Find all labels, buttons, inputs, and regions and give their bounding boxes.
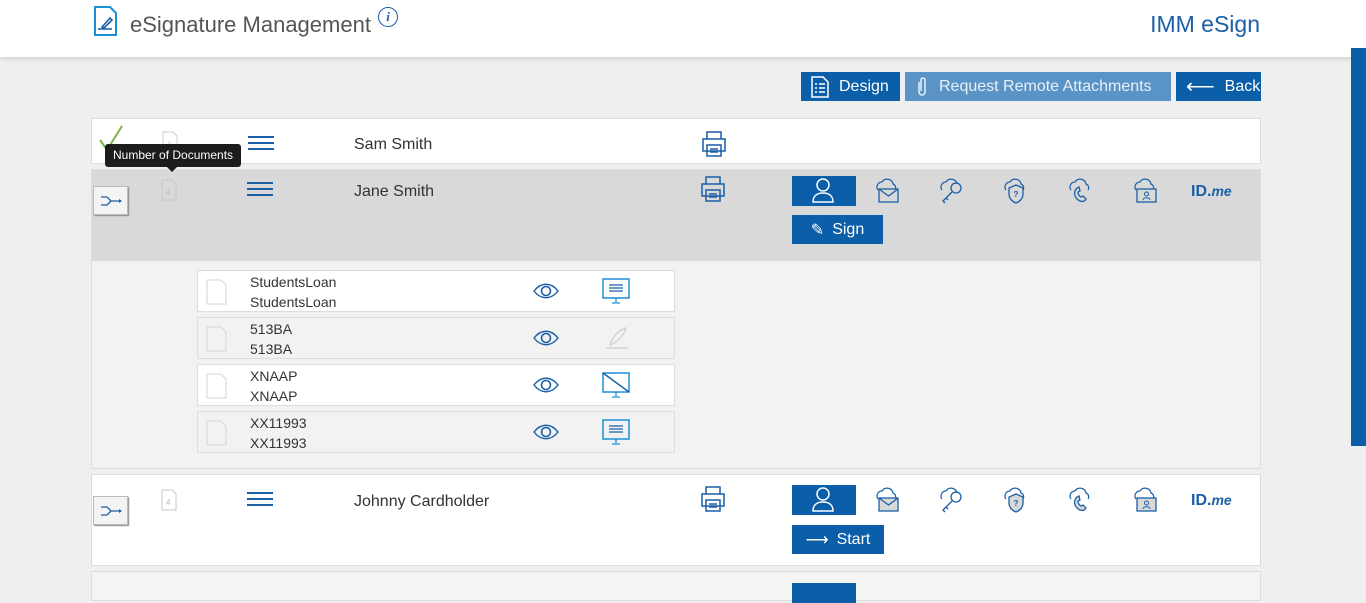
scrollbar[interactable] [1351,48,1366,446]
user-auth-button[interactable] [792,176,856,206]
cloud-email-auth-button[interactable] [872,485,902,515]
monitor-icon [602,278,630,304]
cloud-email-icon [876,487,899,512]
monitor-crossed-icon [602,372,630,398]
document-name: StudentsLoan StudentsLoan [250,274,337,310]
cloud-key-icon [940,487,962,513]
list-document-icon [811,75,829,98]
cloud-shield-question-auth-button[interactable]: ? [1000,485,1030,515]
user-auth-button[interactable] [792,583,856,603]
info-icon[interactable]: i [378,7,398,27]
monitor-icon [602,419,630,445]
svg-text:?: ? [1014,190,1019,199]
cloud-phone-icon [1069,178,1090,203]
documents-count-icon: 4 [161,179,177,201]
print-icon[interactable] [699,485,727,513]
document-icon [206,279,227,305]
cloud-id-card-icon [1134,487,1157,512]
signer-row: 4 Sam Smith [91,118,1261,164]
signature-document-icon [94,6,117,36]
document-icon [206,326,227,352]
request-label: Request Remote Attachments [939,77,1152,95]
idme-button[interactable]: ID.me [1191,183,1232,201]
document-icon [206,373,227,399]
design-button[interactable]: Design [801,72,900,101]
cloud-id-card-icon [1134,178,1157,203]
cloud-id-card-auth-button[interactable] [1130,176,1160,206]
cloud-shield-question-icon: ? [1004,178,1025,204]
start-label: Start [836,530,871,548]
eye-icon[interactable] [532,422,560,442]
back-label: Back [1224,77,1261,95]
cloud-shield-question-icon: ? [1004,487,1025,513]
sign-button[interactable]: ✎ Sign [792,215,883,244]
brand-name: IMM eSign [1150,11,1260,37]
arrow-right-icon: ⟶ [805,531,829,549]
signer-name: Sam Smith [354,136,433,153]
menu-icon[interactable] [248,135,274,151]
app-header: eSignature Management i IMM eSign [0,0,1366,57]
eye-icon[interactable] [532,375,560,395]
documents-count-icon: 4 [161,489,177,511]
user-icon [812,487,834,512]
idme-button[interactable]: ID.me [1191,492,1232,510]
user-auth-button[interactable] [792,485,856,515]
cloud-email-icon [876,178,899,203]
print-icon[interactable] [700,130,728,158]
idme-logo: ID.me [1191,492,1232,509]
user-icon [812,178,834,203]
design-label: Design [839,77,889,95]
route-arrow-icon [101,506,122,516]
svg-text:4: 4 [166,498,171,507]
cloud-key-auth-button[interactable] [936,485,966,515]
print-icon[interactable] [699,175,727,203]
cloud-shield-question-auth-button[interactable]: ? [1000,176,1030,206]
document-row[interactable]: XX11993 XX11993 [197,411,675,453]
cloud-key-icon [940,178,962,204]
document-icon [206,420,227,446]
start-button[interactable]: ⟶ Start [792,525,884,554]
pen-icon: ✎ [810,221,825,239]
document-row[interactable]: StudentsLoan StudentsLoan [197,270,675,312]
signer-row [91,571,1261,603]
signer-name: Jane Smith [354,183,435,200]
cloud-phone-auth-button[interactable] [1065,176,1095,206]
cloud-phone-icon [1069,487,1090,512]
document-row[interactable]: XNAAP XNAAP [197,364,675,406]
eye-icon[interactable] [532,328,560,348]
menu-icon[interactable] [247,181,273,197]
document-name: 513BA 513BA [250,321,293,357]
pen-icon [606,327,628,349]
sign-label: Sign [832,220,865,238]
tooltip: Number of Documents [105,144,242,172]
signer-row [91,474,1261,566]
back-button[interactable]: ⟵ Back [1176,72,1261,101]
request-remote-attachments-button[interactable]: Request Remote Attachments [905,72,1171,101]
page-title: eSignature Management [130,12,371,37]
document-name: XNAAP XNAAP [250,368,298,404]
document-name: XX11993 XX11993 [250,415,307,451]
svg-text:?: ? [1014,499,1019,508]
eye-icon[interactable] [532,281,560,301]
expand-toggle-button[interactable] [93,496,128,525]
idme-logo: ID.me [1191,183,1232,200]
cloud-id-card-auth-button[interactable] [1130,485,1160,515]
cloud-email-auth-button[interactable] [872,176,902,206]
signer-name: Johnny Cardholder [354,493,490,510]
document-row[interactable]: 513BA 513BA [197,317,675,359]
expand-toggle-button[interactable] [93,186,128,215]
cloud-phone-auth-button[interactable] [1065,485,1095,515]
arrow-left-icon: ⟵ [1186,76,1215,98]
paperclip-icon [918,76,926,96]
menu-icon[interactable] [247,491,273,507]
cloud-key-auth-button[interactable] [936,176,966,206]
route-arrow-icon [101,196,122,206]
svg-text:4: 4 [166,188,171,197]
